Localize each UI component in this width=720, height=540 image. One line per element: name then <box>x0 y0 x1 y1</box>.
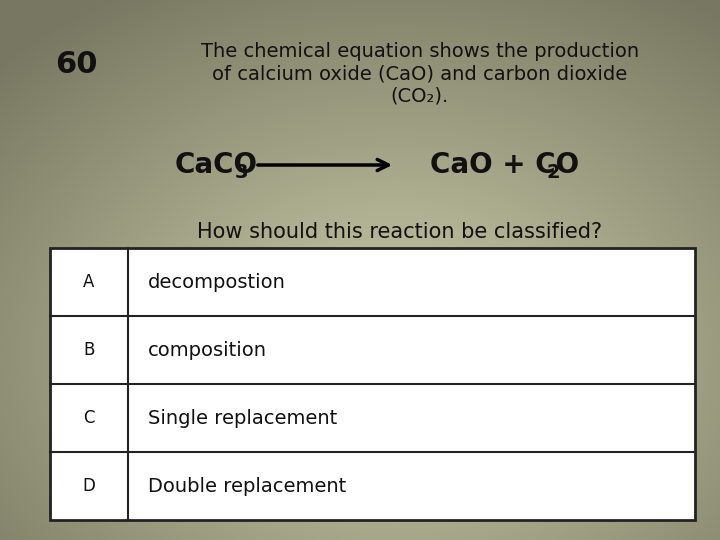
Text: C: C <box>84 409 95 427</box>
Text: Single replacement: Single replacement <box>148 408 337 428</box>
Text: 60: 60 <box>55 50 97 79</box>
Text: decompostion: decompostion <box>148 273 286 292</box>
Text: of calcium oxide (CaO) and carbon dioxide: of calcium oxide (CaO) and carbon dioxid… <box>212 64 628 83</box>
Text: The chemical equation shows the production: The chemical equation shows the producti… <box>201 42 639 61</box>
Text: 3: 3 <box>235 164 248 183</box>
Bar <box>50 248 695 520</box>
Text: 2: 2 <box>547 164 561 183</box>
Text: Double replacement: Double replacement <box>148 476 346 496</box>
Text: B: B <box>84 341 95 359</box>
Text: composition: composition <box>148 341 267 360</box>
Text: D: D <box>83 477 96 495</box>
Text: A: A <box>84 273 95 291</box>
Text: CaCO: CaCO <box>175 151 258 179</box>
Text: How should this reaction be classified?: How should this reaction be classified? <box>197 222 603 242</box>
Text: CaO + CO: CaO + CO <box>430 151 579 179</box>
Text: (CO₂).: (CO₂). <box>391 86 449 105</box>
Bar <box>50 248 695 520</box>
